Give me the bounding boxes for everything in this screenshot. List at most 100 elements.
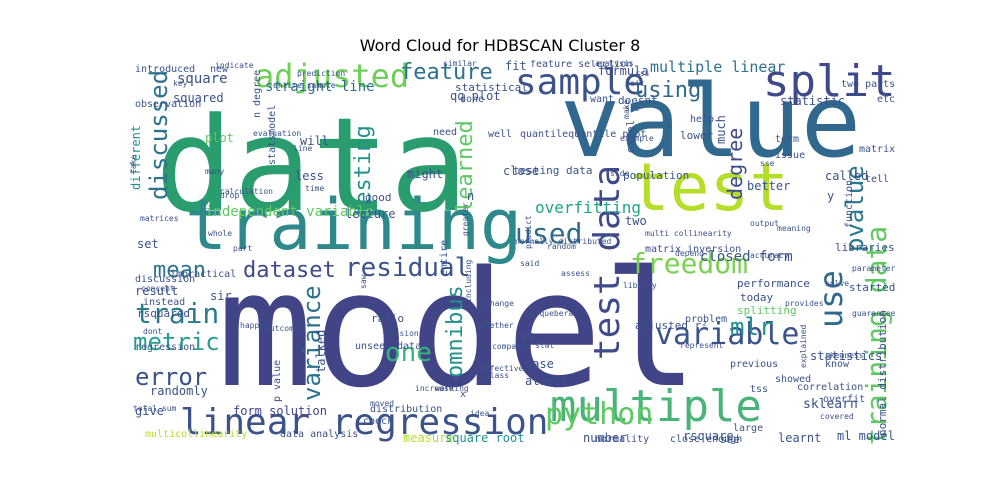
- cloud-word: us: [520, 329, 535, 343]
- cloud-word: happen: [240, 321, 269, 330]
- cloud-word: sklearn: [803, 397, 858, 412]
- cloud-word: close: [503, 164, 540, 178]
- cloud-word: normal distribution: [876, 310, 889, 436]
- cloud-word: normality: [595, 434, 650, 445]
- cloud-word: ratio: [371, 312, 405, 325]
- cloud-word: example: [620, 134, 654, 143]
- cloud-word: explained: [799, 324, 808, 368]
- cloud-word: moved: [370, 399, 395, 408]
- cloud-word: degree: [723, 127, 747, 200]
- cloud-word: library: [623, 281, 657, 290]
- cloud-word: observation: [135, 99, 202, 110]
- cloud-word: term: [775, 134, 800, 145]
- cloud-word: test data: [587, 164, 628, 360]
- cloud-word: jarquebera: [525, 309, 574, 318]
- cloud-word: greater: [461, 202, 470, 236]
- cloud-word: value: [560, 63, 862, 180]
- cloud-word: parameter: [852, 264, 895, 273]
- cloud-word: quantilequantile plot: [520, 129, 647, 140]
- cloud-word: time: [305, 184, 325, 193]
- cloud-word: similar: [443, 60, 477, 68]
- chart-title: Word Cloud for HDBSCAN Cluster 8: [359, 36, 641, 55]
- cloud-word: one: [385, 338, 432, 368]
- cloud-word: sample: [515, 62, 646, 103]
- cloud-word: drop: [220, 191, 240, 200]
- cloud-word: calculation: [220, 187, 273, 196]
- cloud-word: take: [129, 154, 138, 174]
- cloud-word: case: [525, 357, 554, 371]
- cloud-word: indicate: [215, 61, 254, 70]
- cloud-word: mean: [153, 258, 206, 283]
- cloud-word: talked: [314, 329, 328, 373]
- cloud-word: meaning: [777, 224, 811, 233]
- cloud-word: lower: [680, 129, 714, 142]
- cloud-word: p value: [272, 359, 283, 402]
- cloud-word: squared: [173, 91, 224, 105]
- cloud-word: fit: [505, 60, 527, 73]
- cloud-word: session: [385, 329, 419, 338]
- cloud-word: using: [635, 78, 702, 103]
- cloud-word: square: [177, 71, 228, 87]
- cloud-word: libraries: [835, 241, 895, 254]
- cloud-word: instead: [143, 297, 186, 308]
- word-cloud: model data value training test linear regress…: [125, 60, 895, 445]
- cloud-word: increase: [415, 384, 454, 393]
- cloud-word: showed: [775, 374, 812, 385]
- cloud-word: started: [849, 281, 895, 294]
- cloud-word: feature: [400, 60, 493, 85]
- cloud-word: form solution: [233, 404, 327, 418]
- cloud-word: make: [622, 99, 631, 119]
- cloud-word: large: [733, 423, 764, 434]
- cloud-word: outcome: [265, 324, 299, 333]
- cloud-word: working: [435, 384, 469, 393]
- cloud-word: residual: [345, 253, 471, 283]
- cloud-word: mlr: [730, 313, 774, 341]
- cloud-word: covered: [820, 412, 854, 421]
- cloud-word: new: [210, 64, 229, 75]
- cloud-word: including: [464, 259, 473, 303]
- cloud-word: entire sample: [273, 81, 336, 90]
- cloud-word: adjusted: [255, 60, 410, 95]
- cloud-word: class: [485, 371, 510, 380]
- cloud-word: doesnt: [618, 94, 658, 107]
- cloud-word: good: [365, 191, 392, 204]
- cloud-word: depend: [675, 249, 704, 258]
- cloud-word: matrix: [859, 144, 895, 155]
- cloud-word: skewness: [825, 351, 864, 360]
- cloud-word: variable: [655, 317, 800, 352]
- cloud-word: much: [714, 115, 728, 144]
- cloud-word: regression: [135, 342, 196, 353]
- cloud-word: plot: [205, 131, 234, 145]
- cloud-word: multi collinearity: [645, 229, 732, 238]
- cloud-word: tell: [865, 174, 890, 185]
- cloud-word: see: [720, 433, 740, 445]
- cloud-word: rsquare: [683, 429, 734, 443]
- cloud-word: n degree: [252, 69, 263, 118]
- cloud-word: measure: [403, 431, 454, 445]
- cloud-word: two parts: [841, 79, 895, 90]
- cloud-word: output: [750, 219, 779, 228]
- cloud-word: overfit: [823, 394, 866, 405]
- cloud-word: dont: [143, 327, 163, 336]
- cloud-word: part: [233, 244, 253, 253]
- cloud-word: multicollinearity: [145, 429, 248, 440]
- cloud-word: matrices: [140, 214, 179, 223]
- cloud-word: sse: [760, 159, 775, 168]
- cloud-word: accuracy: [750, 251, 789, 260]
- cloud-word: distribution: [370, 404, 443, 415]
- cloud-word: today: [740, 291, 774, 304]
- cloud-word: etc: [877, 94, 895, 105]
- cloud-word: well: [488, 129, 513, 140]
- cloud-word: sir: [210, 289, 232, 303]
- cloud-word: problem: [685, 314, 728, 325]
- cloud-word: correlation: [797, 382, 864, 393]
- cloud-word: used: [515, 217, 583, 250]
- cloud-word: normally distributed: [515, 237, 612, 246]
- cloud-word: metric: [133, 328, 220, 356]
- cloud-word: matrix inversion: [645, 244, 742, 255]
- cloud-word: performance: [737, 277, 810, 290]
- cloud-word: independent variable: [205, 204, 374, 220]
- cloud-word: less: [295, 169, 324, 183]
- cloud-word: close enough: [670, 434, 743, 445]
- cloud-word: multiple: [550, 381, 762, 432]
